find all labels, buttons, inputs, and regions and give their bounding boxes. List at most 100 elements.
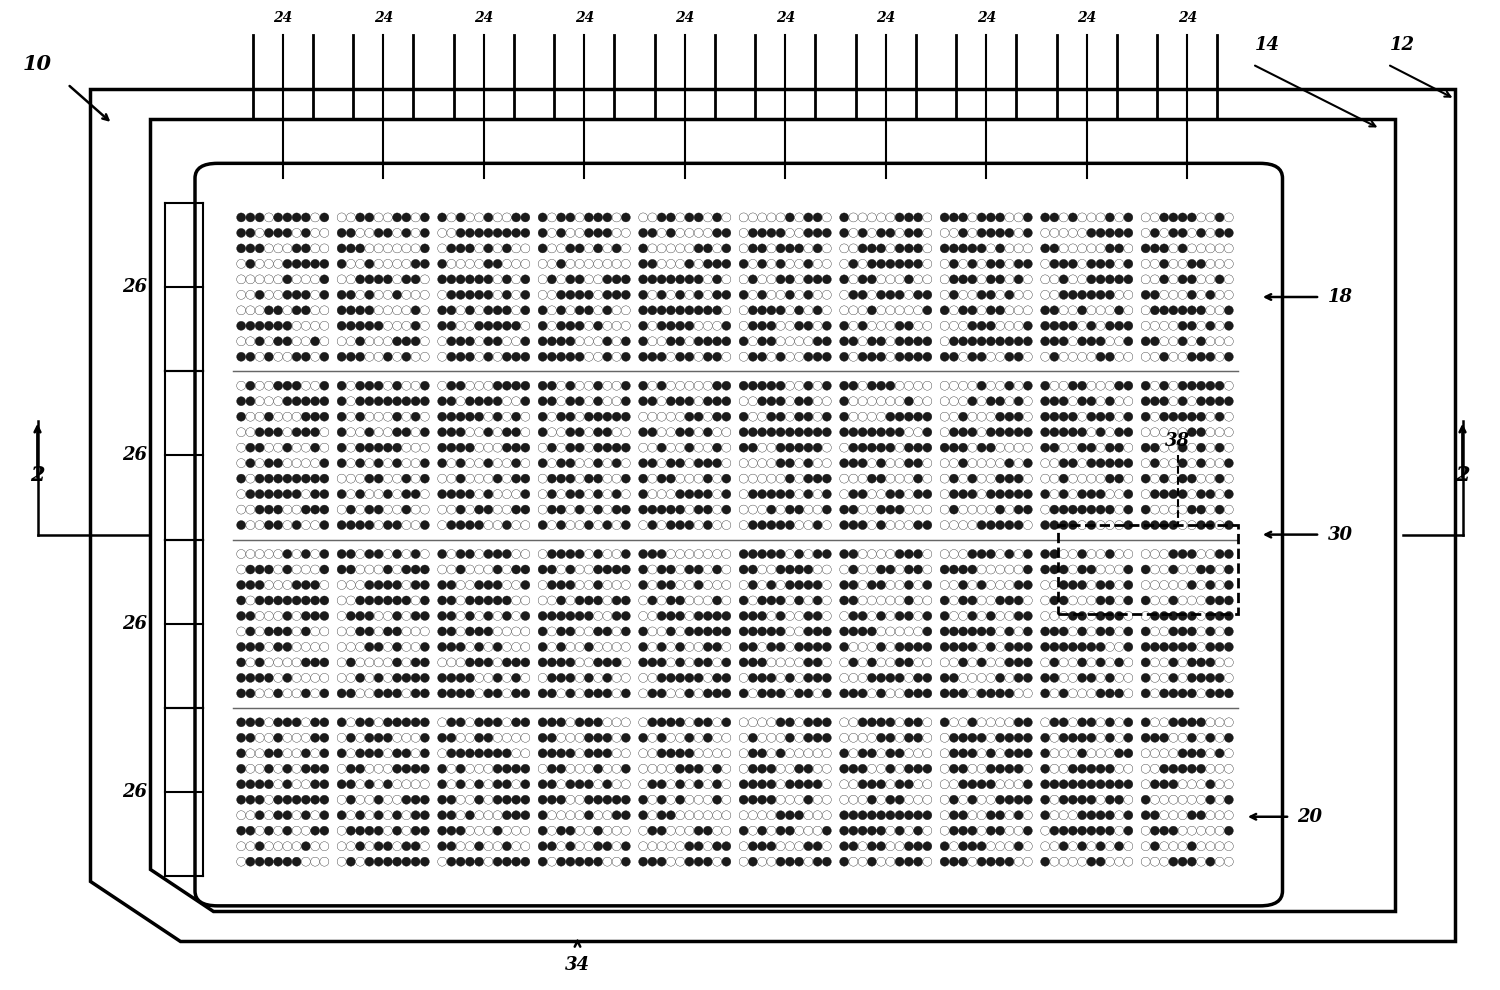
Ellipse shape bbox=[566, 612, 574, 621]
Ellipse shape bbox=[402, 842, 411, 850]
Ellipse shape bbox=[896, 748, 904, 757]
Ellipse shape bbox=[1168, 549, 1178, 558]
Ellipse shape bbox=[748, 306, 758, 315]
Ellipse shape bbox=[822, 748, 831, 757]
Ellipse shape bbox=[786, 658, 795, 667]
Ellipse shape bbox=[776, 381, 784, 390]
Ellipse shape bbox=[922, 290, 932, 299]
Ellipse shape bbox=[356, 444, 364, 452]
Ellipse shape bbox=[858, 673, 867, 682]
Ellipse shape bbox=[465, 322, 474, 331]
Ellipse shape bbox=[1014, 612, 1023, 621]
Ellipse shape bbox=[320, 764, 328, 773]
Ellipse shape bbox=[1142, 474, 1150, 483]
Ellipse shape bbox=[465, 458, 474, 467]
Ellipse shape bbox=[1215, 444, 1224, 452]
Ellipse shape bbox=[1197, 290, 1206, 299]
Ellipse shape bbox=[1197, 275, 1206, 284]
Ellipse shape bbox=[420, 505, 429, 514]
Ellipse shape bbox=[858, 658, 867, 667]
Ellipse shape bbox=[996, 658, 1005, 667]
Ellipse shape bbox=[1124, 627, 1132, 636]
Ellipse shape bbox=[1014, 229, 1023, 238]
Ellipse shape bbox=[1088, 857, 1096, 866]
Ellipse shape bbox=[1088, 734, 1096, 742]
Ellipse shape bbox=[484, 842, 494, 850]
Ellipse shape bbox=[694, 580, 703, 589]
Ellipse shape bbox=[503, 259, 512, 268]
Ellipse shape bbox=[1168, 244, 1178, 252]
Ellipse shape bbox=[556, 397, 566, 406]
Ellipse shape bbox=[246, 412, 255, 421]
Ellipse shape bbox=[1059, 275, 1068, 284]
Ellipse shape bbox=[1178, 795, 1186, 804]
Ellipse shape bbox=[896, 444, 904, 452]
Ellipse shape bbox=[786, 827, 795, 836]
Ellipse shape bbox=[914, 718, 922, 727]
Ellipse shape bbox=[574, 213, 584, 222]
Ellipse shape bbox=[465, 412, 474, 421]
Ellipse shape bbox=[758, 397, 766, 406]
Ellipse shape bbox=[813, 275, 822, 284]
Ellipse shape bbox=[1023, 229, 1032, 238]
Ellipse shape bbox=[813, 352, 822, 361]
Ellipse shape bbox=[876, 428, 885, 437]
Ellipse shape bbox=[512, 780, 520, 789]
Ellipse shape bbox=[1059, 444, 1068, 452]
Ellipse shape bbox=[520, 474, 530, 483]
Ellipse shape bbox=[1023, 352, 1032, 361]
Ellipse shape bbox=[958, 275, 968, 284]
Ellipse shape bbox=[675, 381, 684, 390]
Ellipse shape bbox=[722, 748, 730, 757]
Ellipse shape bbox=[675, 673, 684, 682]
Ellipse shape bbox=[364, 580, 374, 589]
Ellipse shape bbox=[840, 780, 849, 789]
Ellipse shape bbox=[896, 827, 904, 836]
Ellipse shape bbox=[374, 381, 382, 390]
Ellipse shape bbox=[1088, 381, 1096, 390]
Ellipse shape bbox=[603, 259, 612, 268]
Ellipse shape bbox=[666, 490, 675, 499]
Ellipse shape bbox=[556, 244, 566, 252]
Ellipse shape bbox=[849, 673, 858, 682]
Ellipse shape bbox=[694, 689, 703, 698]
Ellipse shape bbox=[1188, 290, 1197, 299]
Ellipse shape bbox=[1023, 244, 1032, 252]
Ellipse shape bbox=[346, 627, 355, 636]
Ellipse shape bbox=[603, 428, 612, 437]
Ellipse shape bbox=[356, 244, 364, 252]
Ellipse shape bbox=[264, 306, 273, 315]
Ellipse shape bbox=[284, 213, 292, 222]
Ellipse shape bbox=[1096, 811, 1106, 820]
Ellipse shape bbox=[438, 627, 447, 636]
Ellipse shape bbox=[722, 229, 730, 238]
Ellipse shape bbox=[237, 381, 246, 390]
Ellipse shape bbox=[758, 842, 766, 850]
Ellipse shape bbox=[1142, 505, 1150, 514]
Ellipse shape bbox=[666, 857, 675, 866]
Ellipse shape bbox=[1005, 412, 1014, 421]
Ellipse shape bbox=[246, 275, 255, 284]
Ellipse shape bbox=[1088, 596, 1096, 605]
Ellipse shape bbox=[1178, 673, 1186, 682]
Ellipse shape bbox=[840, 381, 849, 390]
Ellipse shape bbox=[603, 352, 612, 361]
Ellipse shape bbox=[356, 306, 364, 315]
Ellipse shape bbox=[694, 627, 703, 636]
Ellipse shape bbox=[914, 643, 922, 651]
Ellipse shape bbox=[484, 857, 494, 866]
Ellipse shape bbox=[996, 764, 1005, 773]
Ellipse shape bbox=[657, 596, 666, 605]
Ellipse shape bbox=[1106, 795, 1114, 804]
Ellipse shape bbox=[310, 306, 320, 315]
Ellipse shape bbox=[639, 352, 648, 361]
Ellipse shape bbox=[520, 259, 530, 268]
Ellipse shape bbox=[1023, 565, 1032, 574]
Ellipse shape bbox=[237, 827, 246, 836]
Ellipse shape bbox=[1142, 549, 1150, 558]
Ellipse shape bbox=[1160, 580, 1168, 589]
Ellipse shape bbox=[494, 718, 502, 727]
Ellipse shape bbox=[694, 748, 703, 757]
Ellipse shape bbox=[904, 549, 914, 558]
Ellipse shape bbox=[356, 229, 364, 238]
